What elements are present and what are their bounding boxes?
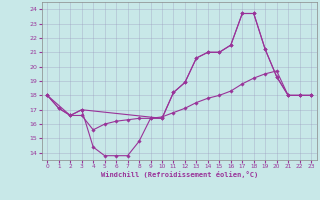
X-axis label: Windchill (Refroidissement éolien,°C): Windchill (Refroidissement éolien,°C) <box>100 171 258 178</box>
